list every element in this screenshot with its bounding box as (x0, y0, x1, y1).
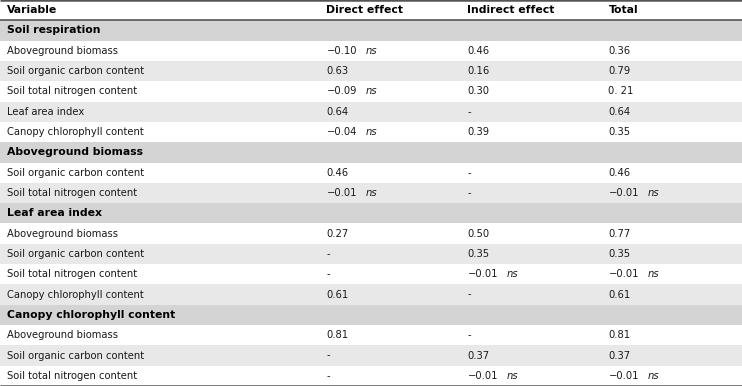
Text: 0.79: 0.79 (608, 66, 631, 76)
Bar (0, 345, 742, 366)
Text: 0.35: 0.35 (608, 127, 631, 137)
Bar (0, 284, 742, 305)
Text: Canopy chlorophyll content: Canopy chlorophyll content (7, 290, 144, 300)
Text: −0.09: −0.09 (326, 86, 357, 96)
Text: 0.63: 0.63 (326, 66, 349, 76)
Text: Aboveground biomass: Aboveground biomass (7, 46, 119, 56)
Bar (0, 366, 742, 386)
Text: Canopy chlorophyll content: Canopy chlorophyll content (7, 127, 144, 137)
Text: −0.01: −0.01 (608, 269, 639, 279)
Bar (0, 244, 742, 264)
Text: Soil organic carbon content: Soil organic carbon content (7, 168, 145, 178)
Text: 0. 21: 0. 21 (608, 86, 634, 96)
Bar (0, 183, 742, 203)
Bar (0, 264, 742, 284)
Bar (0, 0, 742, 20)
Text: Variable: Variable (7, 5, 58, 15)
Text: Soil total nitrogen content: Soil total nitrogen content (7, 371, 137, 381)
Text: 0.35: 0.35 (467, 249, 490, 259)
Text: -: - (467, 330, 471, 340)
Text: −0.01: −0.01 (608, 188, 639, 198)
Text: 0.81: 0.81 (326, 330, 349, 340)
Text: ns: ns (366, 188, 378, 198)
Text: ns: ns (648, 269, 660, 279)
Bar (0, 102, 742, 122)
Text: ns: ns (648, 371, 660, 381)
Text: -: - (326, 269, 330, 279)
Text: Soil organic carbon content: Soil organic carbon content (7, 249, 145, 259)
Text: −0.01: −0.01 (326, 188, 357, 198)
Text: 0.77: 0.77 (608, 229, 631, 239)
Text: -: - (467, 168, 471, 178)
Bar (0, 305, 742, 325)
Text: 0.61: 0.61 (326, 290, 349, 300)
Text: −0.01: −0.01 (467, 269, 498, 279)
Text: 0.36: 0.36 (608, 46, 631, 56)
Bar (0, 81, 742, 102)
Text: 0.50: 0.50 (467, 229, 490, 239)
Text: Canopy chlorophyll content: Canopy chlorophyll content (7, 310, 176, 320)
Bar (0, 41, 742, 61)
Text: −0.01: −0.01 (608, 371, 639, 381)
Text: 0.37: 0.37 (608, 350, 631, 361)
Text: 0.30: 0.30 (467, 86, 490, 96)
Text: 0.64: 0.64 (326, 107, 349, 117)
Text: ns: ns (366, 86, 378, 96)
Text: −0.10: −0.10 (326, 46, 357, 56)
Text: ns: ns (366, 127, 377, 137)
Text: Aboveground biomass: Aboveground biomass (7, 330, 119, 340)
Text: Soil total nitrogen content: Soil total nitrogen content (7, 269, 137, 279)
Text: 0.81: 0.81 (608, 330, 631, 340)
Text: Soil organic carbon content: Soil organic carbon content (7, 66, 145, 76)
Text: ns: ns (648, 188, 660, 198)
Text: 0.39: 0.39 (467, 127, 490, 137)
Text: Soil total nitrogen content: Soil total nitrogen content (7, 86, 137, 96)
Bar (0, 20, 742, 41)
Text: −0.01: −0.01 (467, 371, 498, 381)
Text: -: - (326, 249, 330, 259)
Text: -: - (467, 107, 471, 117)
Text: -: - (467, 188, 471, 198)
Text: Soil respiration: Soil respiration (7, 25, 101, 36)
Text: -: - (326, 371, 330, 381)
Text: −0.04: −0.04 (326, 127, 357, 137)
Text: 0.27: 0.27 (326, 229, 349, 239)
Text: Soil total nitrogen content: Soil total nitrogen content (7, 188, 137, 198)
Bar (0, 142, 742, 163)
Text: ns: ns (366, 46, 378, 56)
Text: Leaf area index: Leaf area index (7, 208, 102, 218)
Text: 0.46: 0.46 (608, 168, 631, 178)
Text: Soil organic carbon content: Soil organic carbon content (7, 350, 145, 361)
Bar (0, 61, 742, 81)
Bar (0, 122, 742, 142)
Bar (0, 325, 742, 345)
Text: ns: ns (507, 371, 519, 381)
Text: Indirect effect: Indirect effect (467, 5, 555, 15)
Bar (0, 163, 742, 183)
Text: 0.35: 0.35 (608, 249, 631, 259)
Text: Aboveground biomass: Aboveground biomass (7, 229, 119, 239)
Text: Direct effect: Direct effect (326, 5, 404, 15)
Text: ns: ns (507, 269, 519, 279)
Text: -: - (326, 350, 330, 361)
Text: -: - (467, 290, 471, 300)
Text: 0.46: 0.46 (467, 46, 490, 56)
Text: 0.64: 0.64 (608, 107, 631, 117)
Text: Aboveground biomass: Aboveground biomass (7, 147, 143, 157)
Bar (0, 203, 742, 223)
Text: 0.37: 0.37 (467, 350, 490, 361)
Bar (0, 223, 742, 244)
Text: 0.61: 0.61 (608, 290, 631, 300)
Text: Leaf area index: Leaf area index (7, 107, 85, 117)
Text: Total: Total (608, 5, 638, 15)
Text: 0.16: 0.16 (467, 66, 490, 76)
Text: 0.46: 0.46 (326, 168, 349, 178)
